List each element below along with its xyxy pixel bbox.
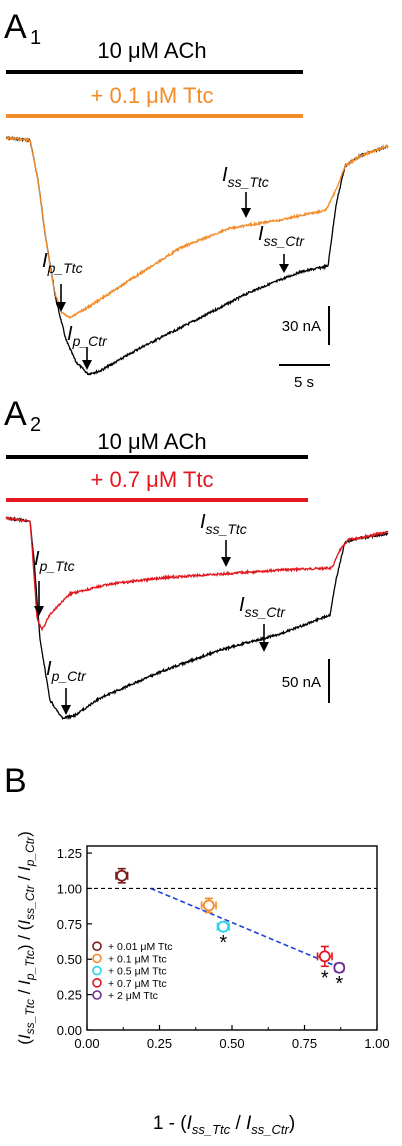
y-tick-label: 1.00 [57,881,82,896]
x-axis-label: 1 - (Iss_Ttc / Iss_Ctr) [153,1113,295,1137]
significance-asterisk: * [321,967,329,989]
legend-marker [92,953,102,964]
point-marker [115,869,128,882]
significance-asterisk: * [335,973,343,995]
svg-text:Iss_Ctr: Iss_Ctr [258,223,305,249]
data-point [200,897,217,914]
x-tick-label: 0.25 [147,1036,172,1051]
ttc-label-a2: + 0.7 μM Ttc [91,467,214,492]
x-tick-label: 0.75 [292,1036,317,1051]
arrow-ip-ttc-a2: Ip_Ttc [34,548,75,616]
control-trace-a1 [5,135,389,376]
y-tick-label: 0.50 [57,952,82,967]
legend-label: + 0.7 μM Ttc [108,978,167,990]
svg-text:Ip_Ctr: Ip_Ctr [67,323,108,349]
y-tick-label: 0.25 [57,988,82,1003]
svg-text:Iss_Ctr: Iss_Ctr [239,594,286,620]
y-axis-label: (Iss_Ttc / Ip_Ttc) / (Iss_Ctr / Ip_Ctr) [15,831,37,1045]
scale-current-a1: 30 nA [282,318,321,335]
x-tick-label: 1.00 [364,1036,389,1051]
plot-frame [86,845,378,1031]
x-tick-label: 0.00 [74,1036,99,1051]
panel-a1: A 1 10 μM ACh + 0.1 μM Ttc Iss_Ttc Iss_C… [4,8,389,391]
svg-text:Iss_Ttc: Iss_Ttc [222,164,269,190]
y-tick-label: 0.00 [57,1023,82,1038]
legend: + 0.01 μM Ttc+ 0.1 μM Ttc+ 0.5 μM Ttc+ 0… [92,941,173,1002]
data-point: * [333,961,346,995]
arrow-iss-ttc-a1: Iss_Ttc [222,164,269,218]
arrow-ip-ctr-a2: Ip_Ctr [46,658,87,715]
ttc-trace-a1 [5,135,389,319]
arrow-iss-ctr-a1: Iss_Ctr [258,223,305,273]
ach-label-a1: 10 μM ACh [97,38,206,63]
y-tick-labels: 0.00 0.25 0.50 0.75 1.00 1.25 [57,846,82,1038]
legend-label: + 0.5 μM Ttc [108,966,167,978]
x-tick-labels: 0.00 0.25 0.50 0.75 1.00 [74,1036,389,1051]
scale-current-a2: 50 nA [282,674,321,691]
panel-a1-label: A [4,8,27,46]
panel-a2: A 2 10 μM ACh + 0.7 μM Ttc Iss_Ttc Iss_C… [4,395,389,720]
point-marker [217,920,230,933]
fit-line [150,887,337,968]
panel-b-label: B [4,762,27,800]
svg-text:Ip_Ttc: Ip_Ttc [42,250,83,276]
ttc-label-a1: + 0.1 μM Ttc [91,83,214,108]
data-point: * [316,945,333,989]
arrow-iss-ttc-a2: Iss_Ttc [200,511,247,567]
legend-label: + 0.1 μM Ttc [108,953,167,965]
panel-a2-sub: 2 [30,414,41,436]
control-trace-a2 [5,516,389,720]
y-tick-label: 1.25 [57,846,82,861]
data-points: * * * [115,867,346,995]
svg-text:Ip_Ctr: Ip_Ctr [46,658,87,684]
arrow-iss-ctr-a2: Iss_Ctr [239,594,286,652]
y-tick-label: 0.75 [57,917,82,932]
data-point [115,867,129,884]
legend-marker [92,965,102,976]
panel-a1-sub: 1 [30,27,41,49]
legend-marker [92,977,102,988]
scale-time-a1: 5 s [294,374,314,391]
svg-text:Ip_Ttc: Ip_Ttc [34,548,75,574]
arrow-ip-ctr-a1: Ip_Ctr [67,323,108,370]
significance-asterisk: * [219,932,227,954]
point-marker [202,899,215,912]
legend-label: + 2 μM Ttc [108,990,158,1002]
x-tick-label: 0.50 [219,1036,244,1051]
legend-label: + 0.01 μM Ttc [108,941,173,953]
ttc-trace-a2 [5,516,389,632]
ach-label-a2: 10 μM ACh [97,429,206,454]
panel-a2-label: A [4,395,27,433]
legend-marker [92,941,102,952]
data-point: * [216,920,230,954]
legend-marker [92,990,102,1000]
arrow-ip-ttc-a1: Ip_Ttc [42,250,83,312]
panel-b: B 0.00 0.25 0.50 0.75 1.00 0.00 0.25 0.50 0.75 1… [4,762,390,1137]
point-marker [333,961,346,974]
point-marker [318,950,331,963]
svg-text:Iss_Ttc: Iss_Ttc [200,511,247,537]
